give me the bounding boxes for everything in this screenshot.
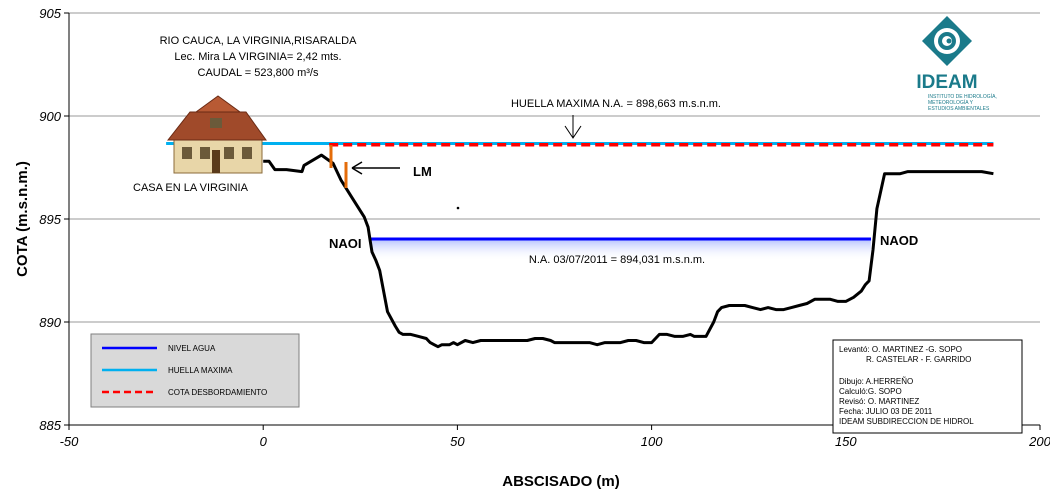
legend: NIVEL AGUA HUELLA MAXIMA COTA DESBORDAMI… (90, 333, 300, 408)
x-tick-label: -50 (60, 434, 80, 449)
header-mira: Lec. Mira LA VIRGINIA= 2,42 mts. (174, 51, 341, 63)
ideam-logo: IDEAM INSTITUTO DE HIDROLOGÍA, METEOROLO… (916, 16, 997, 112)
stray-dot (456, 206, 460, 210)
huella-label: HUELLA MAXIMA N.A. = 898,663 m.s.n.m. (511, 98, 721, 110)
y-tick-label: 895 (39, 212, 61, 227)
ideam-logo-sub-2: METEOROLOGÍA Y (928, 99, 974, 106)
axis-ticks: 885 890 895 900 905 -50 0 50 100 150 200 (39, 6, 1050, 449)
info-reviso: Revisó: O. MARTINEZ (839, 397, 919, 406)
water-surface-fill (370, 238, 872, 261)
y-tick-label: 890 (39, 315, 61, 330)
house-icon (166, 95, 267, 174)
legend-label-cota: COTA DESBORDAMIENTO (168, 388, 267, 397)
ideam-logo-name: IDEAM (916, 72, 977, 93)
naoi-label: NAOI (329, 236, 362, 251)
x-tick-label: 50 (450, 434, 465, 449)
naod-label: NAOD (880, 233, 918, 248)
y-axis-label: COTA (m.s.n.m.) (14, 161, 31, 277)
info-levanto-2: R. CASTELAR - F. GARRIDO (866, 355, 971, 364)
info-box-frame (832, 339, 1023, 434)
staff-gauge-markers (329, 145, 348, 188)
info-box: Levantó: O. MARTINEZ -G. SOPO R. CASTELA… (832, 339, 1023, 434)
series-terrain-profile (263, 153, 994, 349)
info-subdir: IDEAM SUBDIRECCION DE HIDROL (839, 417, 974, 426)
na-label: N.A. 03/07/2011 = 894,031 m.s.n.m. (529, 254, 705, 266)
lm-label: LM (413, 164, 432, 179)
x-tick-label: 100 (641, 434, 663, 449)
info-calculo: Calculó:G. SOPO (839, 387, 902, 396)
ideam-logo-sub-1: INSTITUTO DE HIDROLOGÍA, (928, 93, 997, 100)
legend-label-nivel: NIVEL AGUA (168, 344, 216, 353)
x-axis-label: ABSCISADO (m) (502, 473, 620, 490)
huella-arrow (564, 115, 582, 139)
x-tick-label: 0 (260, 434, 268, 449)
x-tick-label: 150 (835, 434, 857, 449)
info-levanto-1: Levantó: O. MARTINEZ -G. SOPO (839, 345, 962, 354)
ideam-logo-sub-3: ESTUDIOS AMBIENTALES (928, 106, 990, 112)
legend-label-huella: HUELLA MAXIMA (168, 366, 233, 375)
info-dibujo: Dibujo: A.HERREÑO (839, 377, 913, 386)
header-river: RIO CAUCA, LA VIRGINIA,RISARALDA (160, 35, 357, 47)
x-tick-label: 200 (1028, 434, 1050, 449)
y-tick-label: 905 (39, 6, 61, 21)
casa-label: CASA EN LA VIRGINIA (133, 182, 249, 194)
series-layer (166, 142, 994, 349)
lm-arrow (351, 161, 400, 175)
header-caudal: CAUDAL = 523,800 m³/s (198, 67, 319, 79)
info-fecha: Fecha: JULIO 03 DE 2011 (839, 407, 933, 416)
y-tick-label: 885 (39, 418, 61, 433)
y-tick-label: 900 (39, 109, 61, 124)
